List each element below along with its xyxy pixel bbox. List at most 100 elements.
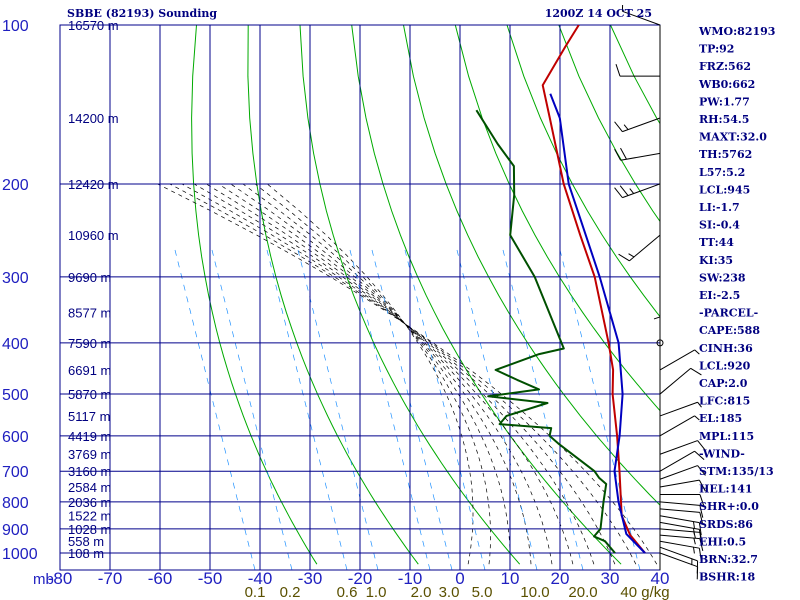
wind-barb (614, 117, 661, 133)
wind-barb (659, 450, 705, 472)
index-value: BSHR:18 (699, 571, 755, 584)
temperature-line (541, 25, 646, 554)
index-value: EHI:0.5 (699, 535, 746, 548)
index-value: EI:-2.5 (699, 289, 740, 302)
temperature-tick-label: -30 (298, 569, 323, 588)
index-value: STM:135/13 (699, 465, 774, 478)
wind-barb (659, 515, 702, 536)
dry-adiabat (299, 25, 521, 565)
index-value: PW:1.77 (699, 95, 750, 108)
height-label: 1028 m (68, 522, 111, 537)
wind-barb (659, 349, 700, 371)
mixing-ratio-label: 40 g/kg (620, 584, 669, 600)
index-value: RH:54.5 (699, 113, 749, 126)
index-value: LCL:945 (699, 183, 750, 196)
moist-adiabat (254, 183, 491, 565)
wind-barb (618, 234, 661, 262)
wind-barb (659, 508, 704, 525)
height-label: 3769 m (68, 447, 111, 462)
index-value: EL:185 (699, 412, 742, 425)
height-label: 558 m (68, 534, 104, 549)
height-label: 14200 m (68, 111, 119, 126)
mixing-ratio-label: 0.1 (245, 584, 266, 600)
time-title: 1200Z 14 OCT 25 (545, 7, 652, 20)
height-label: 7590 m (68, 336, 111, 351)
index-value: MAXT:32.0 (699, 131, 767, 144)
wind-barbs (614, 4, 706, 580)
index-value: TH:5762 (699, 148, 752, 161)
wind-barb (659, 540, 702, 561)
wind-barb (615, 64, 660, 77)
mixing-ratio-label: 10.0 (520, 584, 549, 600)
index-value: KI:35 (699, 254, 733, 267)
dry-adiabat (191, 25, 318, 565)
wind-barb (659, 521, 702, 542)
pressure-tick-label: 900 (2, 522, 29, 539)
wind-barb (659, 534, 704, 552)
index-value: L57:5.2 (699, 166, 745, 179)
temperature-tick-label: -50 (198, 569, 223, 588)
mixing-ratio-line (371, 249, 453, 570)
wind-barb (659, 501, 704, 518)
index-value: WMO:82193 (698, 25, 775, 38)
temperature-tick-label: -10 (398, 569, 423, 588)
index-value: SHR+:0.0 (699, 500, 759, 513)
index-value: LFC:815 (699, 395, 750, 408)
index-value: TP:92 (699, 43, 734, 56)
moist-adiabat (206, 183, 574, 565)
dry-adiabat (454, 25, 660, 412)
height-label: 5870 m (68, 387, 111, 402)
moist-adiabat (193, 183, 595, 565)
mixing-ratio-label: 2.0 (411, 584, 432, 600)
temperature-tick-label: -40 (248, 569, 273, 588)
station-title: SBBE (82193) Sounding (67, 7, 217, 20)
wind-barb (660, 494, 705, 507)
temperature-tick-label: 20 (551, 569, 570, 588)
moist-adiabat (242, 183, 511, 565)
mixing-ratio-line (404, 249, 486, 570)
dewpoint-line (475, 109, 616, 554)
wind-barb (614, 147, 661, 161)
temperature-tick-label: -80 (48, 569, 73, 588)
height-label: 108 m (68, 546, 104, 561)
temperature-tick-label: 10 (501, 569, 520, 588)
height-label: 2584 m (68, 480, 111, 495)
height-label: 10960 m (68, 228, 119, 243)
moist-adiabat (230, 183, 532, 565)
index-value: SRDS:86 (699, 518, 753, 531)
height-label: 5117 m (68, 409, 110, 424)
pressure-tick-label: 1000 (2, 546, 38, 563)
wind-barb (659, 440, 706, 455)
index-value: CAPE:588 (699, 324, 760, 337)
index-value: BRN:32.7 (699, 553, 758, 566)
wind-barb (653, 276, 661, 320)
dry-adiabat (766, 25, 800, 564)
height-label: 12420 m (68, 177, 119, 192)
mixing-ratio-line (266, 249, 348, 570)
index-value: -WIND- (699, 447, 745, 460)
height-label: 2036 m (68, 495, 111, 510)
index-value: TT:44 (699, 236, 734, 249)
dry-adiabat (351, 25, 622, 565)
height-label: 4419 m (68, 429, 111, 444)
temperature-tick-label: 0 (455, 569, 464, 588)
index-value: FRZ:562 (699, 60, 751, 73)
height-label: 3160 m (68, 464, 111, 479)
wind-barb (659, 415, 700, 437)
dry-adiabat (247, 25, 419, 565)
pressure-tick-label: 200 (2, 177, 29, 194)
mixing-ratio-label: 0.6 (337, 584, 358, 600)
height-label: 16570 m (68, 18, 119, 33)
temperature-tick-label: 30 (601, 569, 620, 588)
dry-adiabat (506, 25, 660, 318)
pressure-tick-label: 800 (2, 495, 29, 512)
wind-barb (656, 339, 664, 347)
mixing-ratio-label: 3.0 (439, 584, 460, 600)
height-label: 6691 m (68, 363, 111, 378)
height-label: 8577 m (68, 305, 111, 320)
mixing-ratio-label: 0.2 (280, 584, 301, 600)
wind-barb (659, 367, 702, 395)
background-lines (157, 25, 800, 570)
